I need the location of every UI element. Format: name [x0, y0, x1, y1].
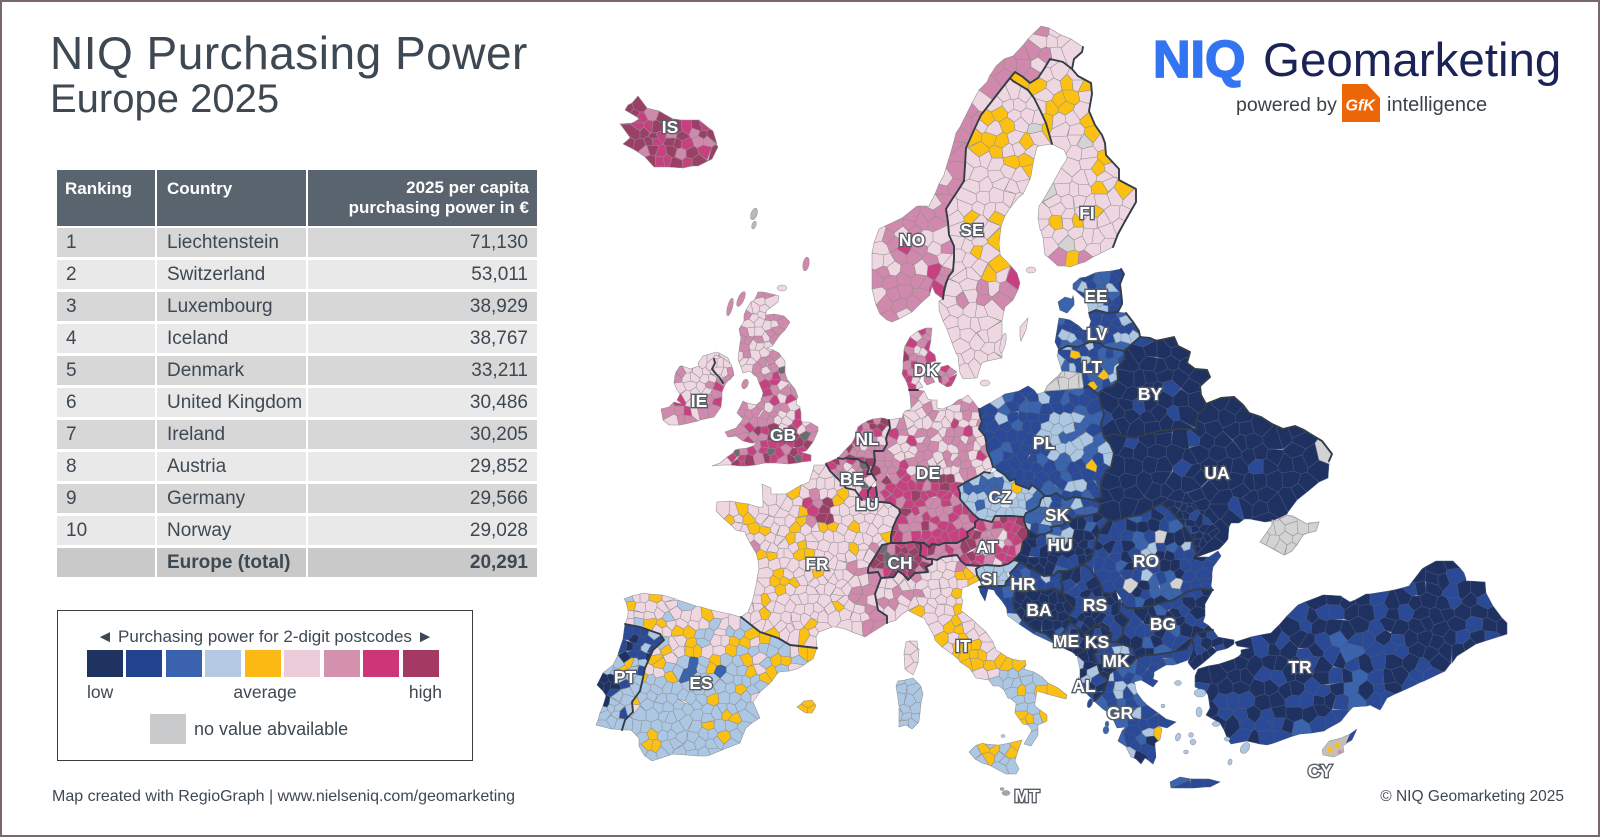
svg-text:UA: UA: [1204, 463, 1230, 483]
svg-text:MK: MK: [1102, 651, 1130, 671]
svg-text:RO: RO: [1133, 551, 1159, 571]
svg-text:CH: CH: [887, 553, 912, 573]
svg-text:CY: CY: [1308, 761, 1333, 781]
svg-text:CZ: CZ: [988, 487, 1012, 507]
svg-text:BY: BY: [1138, 384, 1163, 404]
svg-text:BE: BE: [840, 469, 864, 489]
svg-text:PL: PL: [1033, 433, 1056, 453]
svg-text:BA: BA: [1026, 600, 1052, 620]
svg-text:RS: RS: [1083, 595, 1107, 615]
svg-text:IT: IT: [955, 636, 971, 656]
svg-text:LU: LU: [855, 494, 878, 514]
svg-text:ES: ES: [689, 673, 712, 693]
svg-text:TR: TR: [1288, 657, 1312, 677]
svg-text:EE: EE: [1084, 286, 1107, 306]
svg-text:SI: SI: [981, 569, 998, 589]
svg-text:LV: LV: [1086, 324, 1107, 344]
svg-text:GfK: GfK: [1346, 98, 1377, 115]
svg-text:ME: ME: [1053, 631, 1079, 651]
svg-text:KS: KS: [1085, 632, 1109, 652]
svg-text:DE: DE: [916, 463, 940, 483]
svg-text:IS: IS: [662, 117, 679, 137]
svg-text:GR: GR: [1107, 703, 1134, 723]
svg-text:NL: NL: [855, 429, 879, 449]
svg-text:BG: BG: [1150, 614, 1176, 634]
svg-text:LT: LT: [1082, 357, 1102, 377]
svg-text:NO: NO: [899, 230, 925, 250]
svg-text:DK: DK: [913, 360, 939, 380]
svg-text:GB: GB: [770, 425, 796, 445]
svg-text:AT: AT: [976, 537, 998, 557]
svg-text:SK: SK: [1045, 505, 1070, 525]
svg-text:IE: IE: [691, 391, 708, 411]
svg-text:PT: PT: [614, 667, 637, 687]
svg-text:AL: AL: [1072, 676, 1096, 696]
svg-text:HR: HR: [1010, 574, 1036, 594]
svg-text:HU: HU: [1047, 535, 1072, 555]
svg-text:SE: SE: [960, 220, 983, 240]
svg-text:MT: MT: [1014, 786, 1040, 806]
svg-text:FI: FI: [1079, 203, 1095, 223]
svg-text:FR: FR: [805, 554, 829, 574]
